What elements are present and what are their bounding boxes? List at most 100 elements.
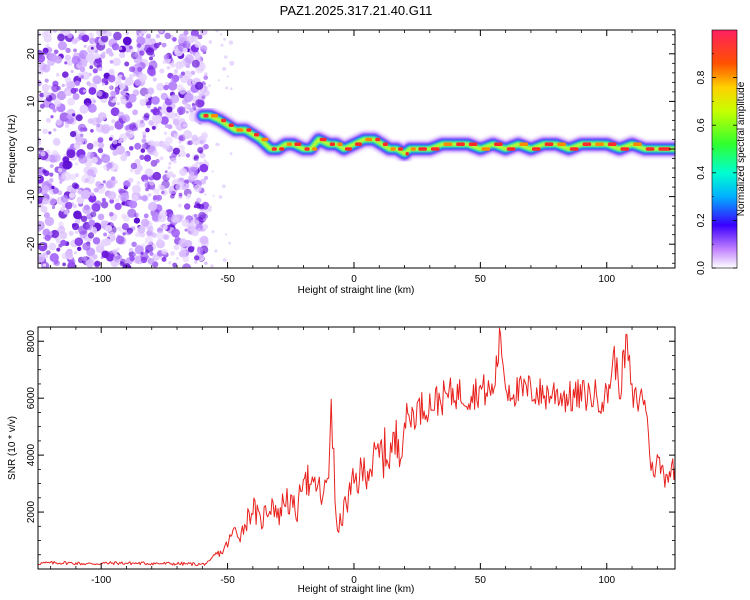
spectrogram-noise-blob: [140, 218, 150, 227]
spectrogram-noise-blob: [164, 32, 171, 39]
spectrogram-noise-blob: [121, 76, 126, 81]
spectrogram-noise-blob: [90, 46, 94, 50]
spectrogram-noise-blob: [42, 169, 47, 174]
spectrogram-noise-blob: [145, 244, 154, 253]
spectrogram-noise-blob: [68, 192, 76, 199]
spectrogram-noise-blob: [142, 134, 147, 139]
spectrogram-noise-blob: [172, 118, 180, 126]
spectrogram-noise-blob: [173, 133, 180, 140]
spectrogram-noise-blob: [70, 131, 77, 138]
spectrogram-track-core: [595, 142, 604, 146]
spectrogram-noise-blob: [59, 231, 68, 240]
spectrogram-noise-blob: [119, 261, 125, 267]
spectrogram-noise-blob: [147, 87, 155, 95]
spectrogram-noise-blob: [64, 61, 68, 65]
spectrogram-noise-blob: [210, 264, 214, 268]
spectrogram-noise-blob: [42, 263, 47, 267]
spectrogram-ytick-label: 20: [26, 48, 37, 60]
spectrogram-noise-blob: [62, 160, 72, 170]
colorbar-tick-label: 0.8: [696, 70, 707, 84]
spectrogram-noise-blob: [109, 211, 114, 217]
spectrogram-track-core: [355, 142, 363, 146]
spectrogram-noise-blob: [129, 146, 134, 151]
spectrogram-noise-blob: [87, 103, 97, 113]
spectrogram-noise-blob: [178, 250, 186, 258]
spectrogram-noise-blob: [39, 92, 45, 98]
spectrogram-noise-blob: [119, 133, 128, 142]
spectrogram-noise-blob: [109, 125, 115, 131]
spectrogram-noise-blob: [228, 40, 234, 45]
spectrogram-noise-blob: [67, 60, 73, 66]
spectrogram-noise-blob: [52, 30, 57, 33]
spectrogram-noise-blob: [100, 238, 109, 247]
spectrogram-noise-blob: [223, 55, 228, 59]
spectrogram-track-core: [633, 142, 642, 146]
spectrogram-noise-blob: [84, 178, 89, 183]
spectrogram-noise-blob: [38, 147, 44, 153]
spectrogram-noise-blob: [72, 113, 76, 117]
spectrogram-noise-blob: [194, 41, 201, 48]
spectrogram-track-core: [319, 137, 327, 142]
spectrogram-noise-blob: [97, 213, 105, 221]
spectrogram-noise-blob: [167, 171, 174, 177]
spectrogram-noise-blob: [143, 154, 152, 162]
spectrogram-ytick-label: -10: [26, 189, 37, 204]
spectrogram-noise-blob: [178, 135, 184, 141]
spectrogram-noise-blob: [226, 75, 229, 78]
spectrogram-noise-blob: [195, 81, 204, 90]
spectrogram-noise-blob: [53, 49, 59, 55]
spectrogram-track-core: [365, 137, 373, 142]
spectrogram-noise-blob: [67, 261, 76, 268]
spectrogram-noise-blob: [108, 231, 116, 238]
spectrogram-noise-blob: [48, 242, 57, 251]
spectrogram-noise-blob: [115, 235, 125, 245]
spectrogram-noise-blob: [132, 184, 141, 194]
spectrogram-noise-blob: [185, 153, 191, 158]
spectrogram-noise-blob: [42, 228, 51, 237]
spectrogram-noise-blob: [131, 241, 137, 247]
spectrogram-noise-blob: [147, 141, 152, 146]
spectrogram-noise-blob: [127, 229, 132, 234]
spectrogram-noise-blob: [60, 207, 65, 212]
spectrogram-noise-blob: [160, 116, 169, 125]
spectrogram-noise-blob: [90, 211, 97, 218]
spectrogram-noise-blob: [112, 139, 118, 145]
spectrogram-noise-blob: [42, 50, 48, 56]
spectrogram-noise-blob: [163, 54, 169, 60]
spectrogram-noise-blob: [177, 154, 181, 157]
spectrogram-track-core: [494, 142, 503, 146]
spectrogram-noise-blob: [190, 246, 195, 250]
spectrogram-noise-blob: [65, 47, 71, 54]
spectrogram-noise-blob: [101, 197, 106, 203]
spectrogram-noise-blob: [124, 182, 130, 188]
spectrogram-noise-blob: [220, 43, 224, 47]
spectrogram-noise-blob: [139, 99, 147, 106]
spectrogram-noise-blob: [69, 173, 77, 181]
spectrogram-noise-blob: [100, 201, 109, 209]
spectrogram-noise-blob: [141, 143, 147, 149]
spectrogram-track-core: [271, 147, 277, 151]
spectrogram-noise-blob: [149, 251, 154, 256]
spectrogram-noise-blob: [171, 216, 179, 224]
spectrogram-noise-blob: [85, 211, 89, 215]
spectrogram-noise-blob: [167, 124, 173, 130]
spectrogram-noise-blob: [122, 36, 132, 46]
spectrogram-noise-blob: [166, 66, 171, 70]
spectrogram-noise-blob: [222, 258, 227, 262]
spectrogram-noise-blob: [66, 149, 76, 159]
spectrogram-noise-blob: [61, 83, 65, 88]
spectrogram-noise-blob: [44, 212, 50, 219]
spectrogram-noise-blob: [199, 163, 209, 173]
spectrogram-noise-blob: [164, 170, 168, 174]
spectrogram-noise-blob: [192, 105, 197, 110]
spectrogram-track-core: [294, 142, 302, 146]
spectrogram-track-core: [304, 147, 310, 151]
spectrogram-noise-blob: [52, 187, 59, 194]
spectrogram-noise-blob: [74, 80, 81, 86]
spectrogram-noise-blob: [108, 86, 113, 90]
spectrogram-noise-blob: [64, 54, 72, 61]
spectrogram-noise-blob: [96, 184, 106, 194]
spectrogram-noise-blob: [148, 201, 158, 212]
spectrogram-noise-blob: [110, 107, 120, 117]
spectrogram-noise-blob: [125, 129, 135, 139]
